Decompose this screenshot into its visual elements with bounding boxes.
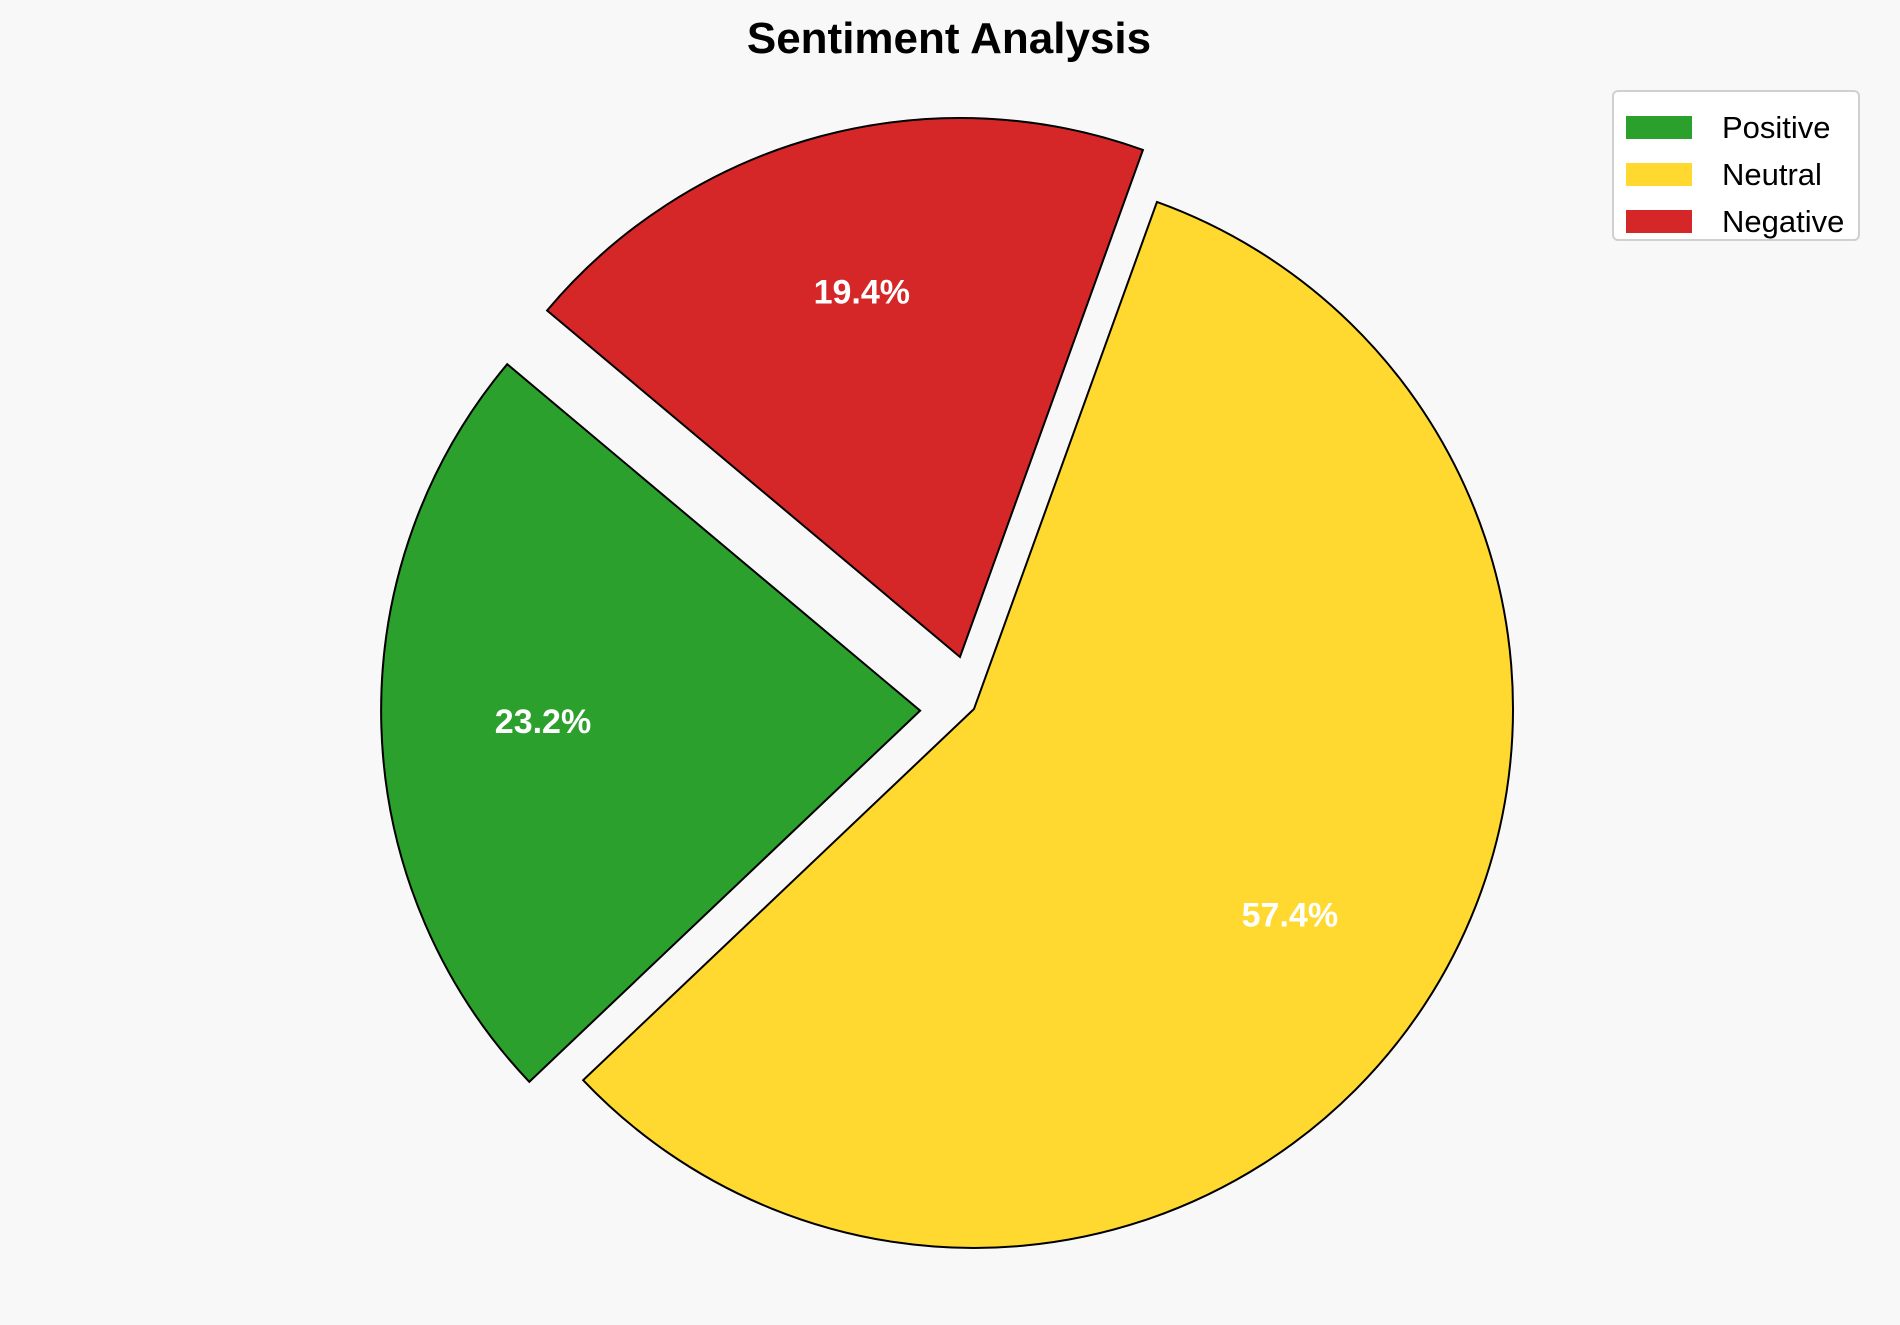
legend-swatch-negative bbox=[1626, 210, 1692, 233]
pie-slice-negative bbox=[545, 116, 1145, 659]
legend-label: Positive bbox=[1722, 109, 1831, 145]
pie-slice-positive bbox=[380, 362, 922, 1084]
legend-label: Negative bbox=[1722, 203, 1845, 239]
chart-title: Sentiment Analysis bbox=[746, 14, 1152, 63]
pie-slice-neutral bbox=[581, 200, 1514, 1249]
slice-percent-label: 19.4% bbox=[814, 274, 910, 312]
legend-swatch-positive bbox=[1626, 116, 1692, 139]
legend-item-negative: Negative bbox=[1626, 198, 1858, 245]
legend-item-positive: Positive bbox=[1626, 104, 1858, 151]
legend-label: Neutral bbox=[1722, 156, 1822, 192]
legend-swatch-neutral bbox=[1626, 163, 1692, 186]
legend: Positive Neutral Negative bbox=[1612, 90, 1860, 241]
legend-item-neutral: Neutral bbox=[1626, 151, 1858, 198]
slice-percent-label: 23.2% bbox=[495, 703, 591, 741]
slice-percent-label: 57.4% bbox=[1242, 896, 1338, 934]
